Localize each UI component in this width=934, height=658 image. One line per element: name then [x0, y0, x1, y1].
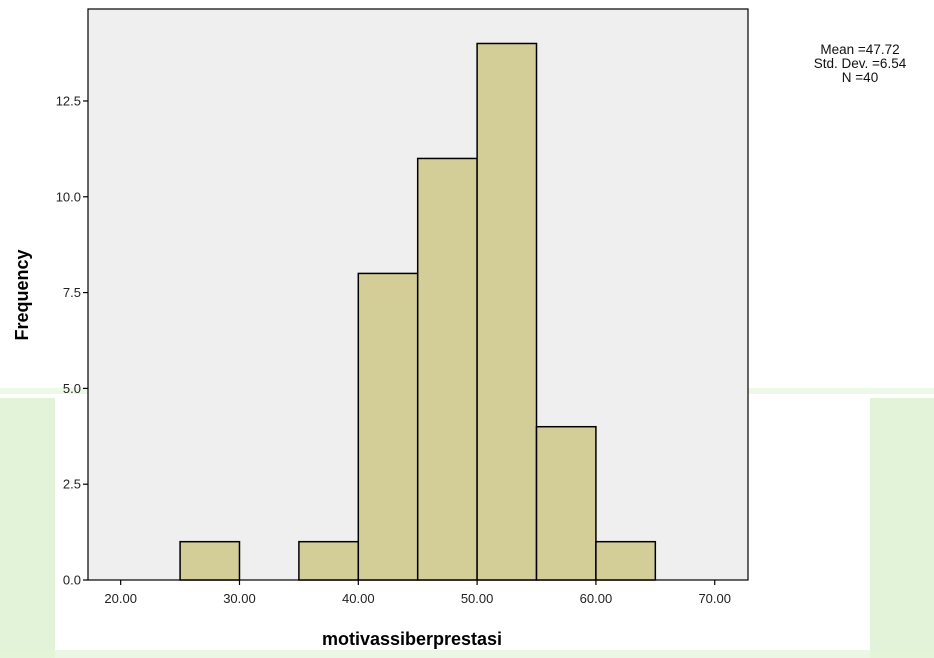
x-tick-label: 50.00 — [461, 591, 494, 606]
x-axis-title: motivassiberprestasi — [322, 629, 502, 649]
summary-statistics: Mean =47.72 Std. Dev. =6.54 N =40 — [795, 43, 925, 85]
histogram-bar — [416, 157, 478, 581]
x-tick-label: 20.00 — [104, 591, 137, 606]
histogram-bar — [535, 425, 597, 581]
histogram-bar — [357, 272, 419, 581]
histogram-bar — [179, 540, 241, 581]
x-tick-label: 60.00 — [580, 591, 613, 606]
histogram-bar — [298, 540, 360, 581]
y-tick-label: 12.5 — [56, 93, 81, 108]
histogram-bar — [595, 540, 657, 581]
y-tick-label: 2.5 — [63, 477, 81, 492]
y-tick-label: 0.0 — [63, 573, 81, 588]
bars-group — [179, 42, 657, 581]
x-axis: 20.00 30.00 40.00 50.00 60.00 70.00 — [104, 580, 731, 606]
x-tick-label: 70.00 — [698, 591, 731, 606]
mean-stat: Mean =47.72 — [820, 42, 900, 57]
y-tick-label: 10.0 — [56, 189, 81, 204]
y-axis-title: Frequency — [12, 249, 32, 340]
y-tick-label: 7.5 — [63, 285, 81, 300]
x-tick-label: 30.00 — [223, 591, 256, 606]
histogram-bar — [476, 42, 538, 581]
std-dev-stat: Std. Dev. =6.54 — [813, 56, 907, 71]
y-tick-label: 5.0 — [63, 381, 81, 396]
y-axis: 0.0 2.5 5.0 7.5 10.0 12.5 — [56, 93, 88, 588]
x-tick-label: 40.00 — [342, 591, 375, 606]
n-stat: N =40 — [841, 70, 879, 85]
